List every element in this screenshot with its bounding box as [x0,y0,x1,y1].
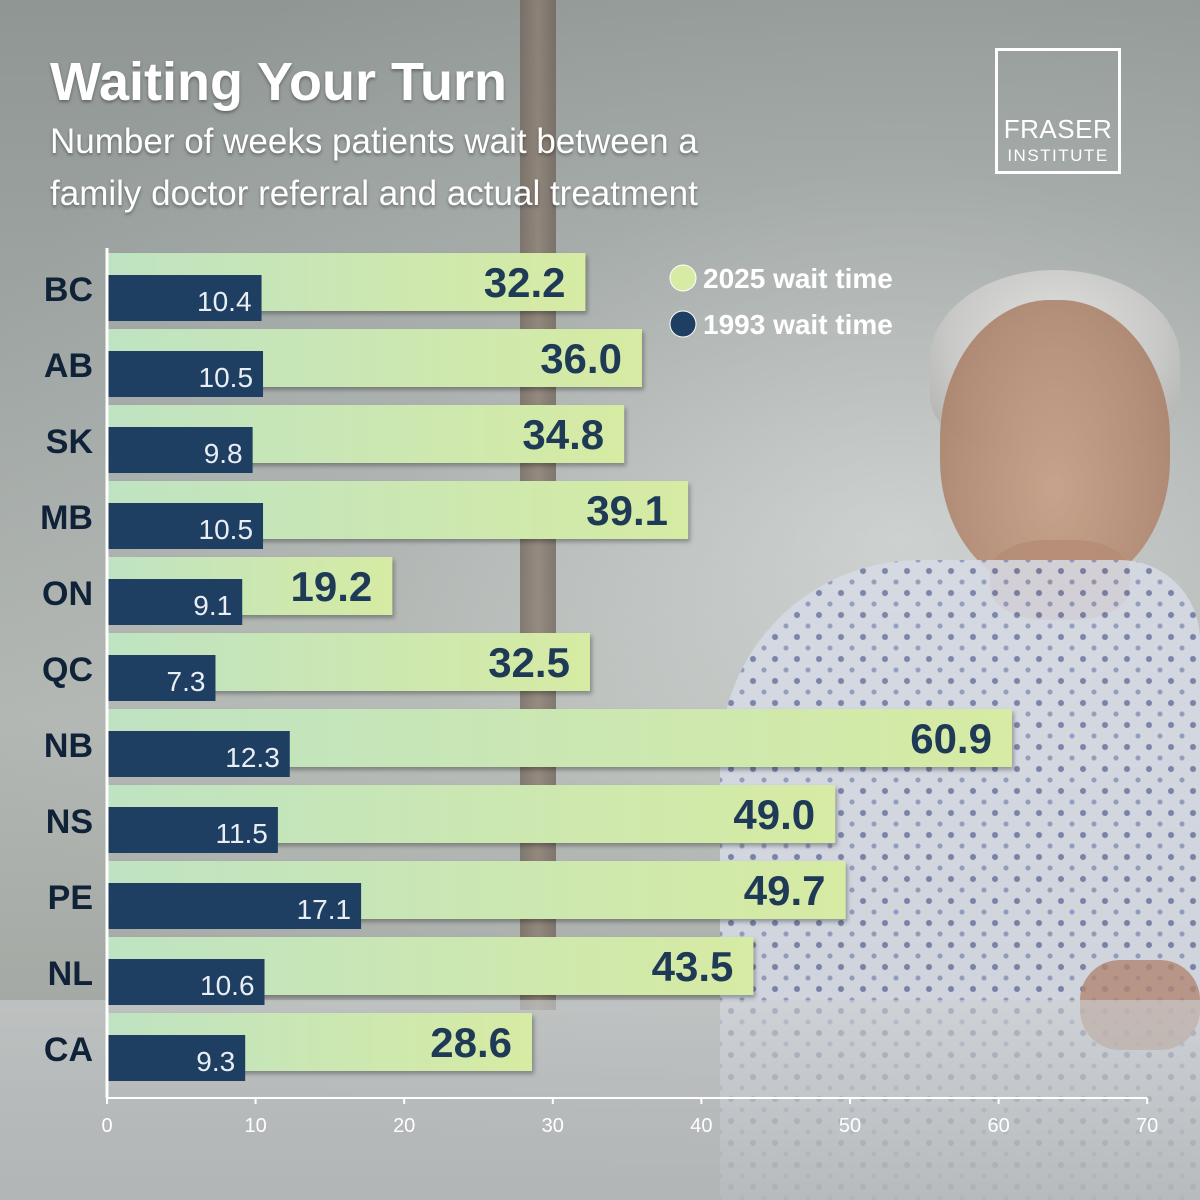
value-label-2025-nb: 60.9 [910,715,992,762]
legend-label-1993: 1993 wait time [703,309,893,340]
x-tick-label-40: 40 [690,1115,712,1137]
bar-1993-nl [107,959,265,1005]
chart-title: Waiting Your Turn [50,52,507,112]
x-tick-label-30: 30 [542,1115,564,1137]
value-label-2025-pe: 49.7 [744,867,826,914]
category-label-ab: AB [44,347,93,385]
x-tick-label-0: 0 [101,1115,112,1137]
category-label-ns: NS [46,803,93,841]
value-label-2025-on: 19.2 [291,563,373,610]
value-label-2025-ns: 49.0 [733,791,815,838]
value-label-2025-nl: 43.5 [652,943,734,990]
bar-1993-qc [107,655,216,701]
category-label-sk: SK [46,423,94,461]
x-tick-label-60: 60 [987,1115,1009,1137]
value-label-1993-ab: 10.5 [199,362,254,393]
value-label-2025-ca: 28.6 [430,1019,512,1066]
value-label-1993-nb: 12.3 [225,742,280,773]
value-label-1993-bc: 10.4 [197,286,252,317]
logo-line-2: INSTITUTE [1007,146,1109,165]
header: Waiting Your Turn Number of weeks patien… [50,50,698,220]
value-label-1993-pe: 17.1 [297,894,352,925]
legend: 2025 wait time 1993 wait time [669,263,893,340]
x-tick-label-50: 50 [839,1115,861,1137]
value-label-2025-sk: 34.8 [522,411,604,458]
value-label-1993-qc: 7.3 [167,666,206,697]
category-label-qc: QC [42,651,93,689]
category-label-ca: CA [44,1031,93,1069]
category-labels: BC AB SK MB ON QC NB NS PE NL CA [40,271,93,1069]
value-label-1993-ca: 9.3 [196,1046,235,1077]
bar-1993-sk [107,427,253,473]
value-label-2025-bc: 32.2 [484,259,566,306]
bar-1993-ab [107,351,264,397]
x-tick-label-20: 20 [393,1115,415,1137]
value-label-2025-mb: 39.1 [586,487,668,534]
chart-subtitle: Number of weeks patients wait between a … [50,116,698,220]
subtitle-line-2: family doctor referral and actual treatm… [50,174,698,213]
x-tick-label-10: 10 [244,1115,266,1137]
legend-swatch-1993 [669,310,697,338]
logo-line-1: FRASER [1003,114,1113,144]
value-label-1993-ns: 11.5 [215,818,267,849]
series-1993-bars: 10.4 10.5 9.8 10.5 9.1 7.3 12.3 11.5 17.1 10.6 9.3 [107,275,362,1081]
value-label-1993-nl: 10.6 [200,970,255,1001]
bar-1993-mb [107,503,264,549]
category-label-nb: NB [44,727,93,765]
bar-1993-on [107,579,243,625]
category-label-bc: BC [44,271,93,309]
bar-1993-pe [107,883,362,929]
legend-label-2025: 2025 wait time [703,263,893,294]
category-label-pe: PE [48,879,93,917]
value-label-1993-mb: 10.5 [199,514,254,545]
category-label-mb: MB [40,499,93,537]
value-label-2025-qc: 32.5 [488,639,570,686]
bar-1993-ns [107,807,278,853]
bar-1993-bc [107,275,262,321]
fraser-institute-logo: FRASER INSTITUTE [995,48,1121,174]
subtitle-line-1: Number of weeks patients wait between a [50,122,698,161]
axes: 0 10 20 30 40 50 60 70 [101,248,1158,1137]
bar-1993-nb [107,731,290,777]
value-label-2025-ab: 36.0 [540,335,622,382]
series-2025-bars: 32.2 36.0 34.8 39.1 19.2 32.5 60.9 49.0 49.743.5… [107,253,1012,1071]
x-tick-label-70: 70 [1136,1115,1158,1137]
category-label-nl: NL [48,955,93,993]
bar-1993-ca [107,1035,246,1081]
category-label-on: ON [42,575,93,613]
value-label-1993-sk: 9.8 [204,438,243,469]
legend-swatch-2025 [669,264,697,292]
value-label-1993-on: 9.1 [193,590,232,621]
